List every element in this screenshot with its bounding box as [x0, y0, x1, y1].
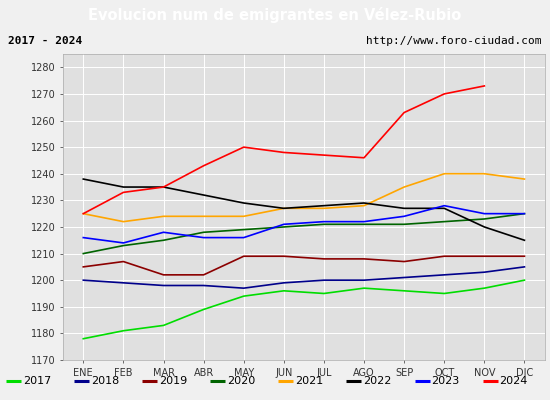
Text: Evolucion num de emigrantes en Vélez-Rubio: Evolucion num de emigrantes en Vélez-Rub…: [89, 7, 461, 23]
Text: 2022: 2022: [364, 376, 392, 386]
Text: 2017 - 2024: 2017 - 2024: [8, 36, 82, 46]
Text: 2021: 2021: [295, 376, 323, 386]
Text: 2023: 2023: [432, 376, 460, 386]
Text: http://www.foro-ciudad.com: http://www.foro-ciudad.com: [366, 36, 542, 46]
Text: 2017: 2017: [23, 376, 51, 386]
Text: 2020: 2020: [227, 376, 256, 386]
Text: 2024: 2024: [499, 376, 528, 386]
Text: 2018: 2018: [91, 376, 119, 386]
Text: 2019: 2019: [160, 376, 188, 386]
